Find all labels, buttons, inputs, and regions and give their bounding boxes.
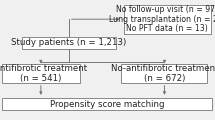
FancyBboxPatch shape [2, 98, 212, 110]
FancyBboxPatch shape [2, 64, 80, 83]
Text: Lung transplantation (n = 24): Lung transplantation (n = 24) [109, 15, 215, 24]
FancyBboxPatch shape [121, 64, 207, 83]
Text: No PFT data (n = 13): No PFT data (n = 13) [126, 24, 208, 33]
Text: Propensity score matching: Propensity score matching [50, 100, 164, 109]
Text: No-antifibrotic treatment: No-antifibrotic treatment [111, 64, 215, 73]
Text: Antifibrotic treatment: Antifibrotic treatment [0, 64, 88, 73]
Text: (n = 672): (n = 672) [144, 74, 185, 83]
Text: (n = 541): (n = 541) [20, 74, 61, 83]
Text: Study patients (n = 1,213): Study patients (n = 1,213) [11, 38, 126, 47]
Text: No follow-up visit (n = 97): No follow-up visit (n = 97) [116, 5, 215, 14]
FancyBboxPatch shape [22, 37, 116, 49]
FancyBboxPatch shape [124, 5, 211, 34]
